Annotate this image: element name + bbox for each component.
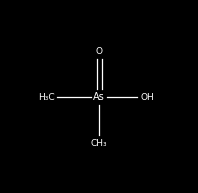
Text: H₃C: H₃C	[38, 92, 54, 102]
Text: OH: OH	[140, 92, 154, 102]
Text: As: As	[93, 92, 105, 102]
Text: O: O	[95, 47, 103, 56]
Text: CH₃: CH₃	[91, 140, 107, 148]
